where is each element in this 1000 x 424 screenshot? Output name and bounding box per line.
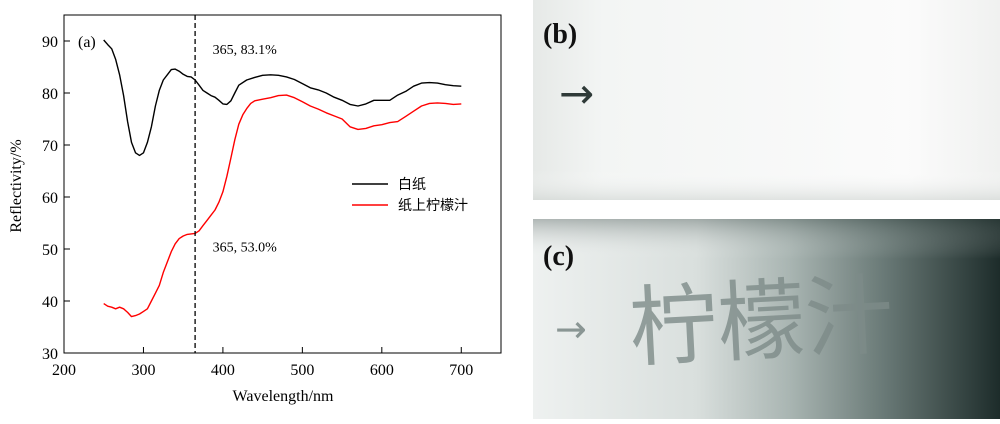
photo-c-label: (c) — [543, 241, 574, 272]
x-tick-label: 600 — [370, 362, 394, 379]
y-tick-label: 40 — [42, 294, 58, 311]
reflectivity-chart: 200 300 400 500 600 700 30 40 50 60 70 80 90 (a) 365… — [8, 14, 502, 405]
photo-c-uv-revealed: (c) → 柠檬汁 — [533, 219, 1000, 419]
chart-svg: 200 300 400 500 600 700 30 40 50 60 70 80 90 (a) 365… — [8, 14, 502, 405]
x-tick-label: 300 — [131, 362, 155, 379]
x-tick-label: 500 — [290, 362, 314, 379]
ticks-layer: 200 300 400 500 600 700 30 40 50 60 70 80 90 — [42, 34, 473, 379]
y-tick-label: 60 — [42, 190, 58, 207]
panel-label-a: (a) — [78, 34, 96, 51]
x-tick-label: 700 — [449, 362, 473, 379]
legend-label-lemon-juice: 纸上柠檬汁 — [398, 198, 468, 214]
x-tick-label: 200 — [52, 362, 76, 379]
legend-label-white-paper: 白纸 — [398, 177, 426, 193]
legend: 白纸 纸上柠檬汁 — [352, 177, 468, 214]
series-line-white-paper — [103, 39, 462, 157]
photo-b-arrow: → — [559, 69, 594, 118]
y-tick-label: 80 — [42, 86, 58, 103]
y-axis-label: Reflectivity/% — [8, 139, 25, 232]
series-layer — [103, 39, 462, 318]
photo-c-handwriting: 柠檬汁 — [627, 263, 896, 380]
annotation-upper: 365, 83.1% — [213, 43, 277, 58]
photo-c-image: (c) → 柠檬汁 — [533, 219, 1000, 419]
y-tick-label: 30 — [42, 346, 58, 363]
y-tick-label: 70 — [42, 138, 58, 155]
photo-b-plain-paper: (b) → — [533, 0, 1000, 200]
x-axis-label: Wavelength/nm — [233, 388, 334, 405]
y-tick-label: 50 — [42, 242, 58, 259]
series-line-lemon-juice — [103, 94, 462, 318]
plot-frame — [63, 14, 502, 354]
photo-b-image: (b) → — [533, 0, 1000, 200]
photo-c-arrow: → — [555, 307, 587, 351]
y-tick-label: 90 — [42, 34, 58, 51]
annotation-lower: 365, 53.0% — [213, 241, 277, 256]
photo-b-label: (b) — [543, 19, 577, 50]
x-tick-label: 400 — [211, 362, 235, 379]
